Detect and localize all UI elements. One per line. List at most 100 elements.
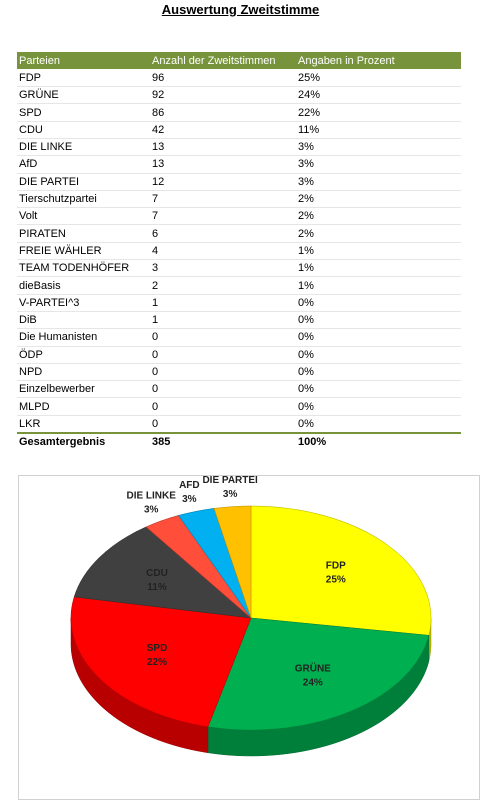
table-row: MLPD 0 0% [17, 397, 461, 416]
table-cell: 0% [296, 415, 461, 434]
table-cell: 3% [296, 138, 461, 157]
table-cell: 2% [296, 207, 461, 226]
table-cell: FDP [17, 69, 150, 88]
title: Auswertung Zweitstimme [161, 2, 320, 17]
pie-slice [207, 617, 430, 731]
table-cell: 2% [296, 190, 461, 209]
slice-value-label: 25% [326, 574, 346, 585]
table-cell: 0% [296, 294, 461, 312]
table-cell: 0 [150, 397, 296, 416]
table-cell: Einzelbewerber [17, 380, 150, 399]
table-cell: Tierschutzpartei [17, 190, 150, 209]
table-row: DiB 1 0% [17, 311, 461, 330]
table-row: Einzelbewerber 0 0% [17, 380, 461, 399]
table-cell: DIE LINKE [17, 138, 150, 157]
table-cell: ÖDP [17, 346, 150, 364]
table-cell: 7 [150, 207, 296, 226]
slice-value-label: 3% [182, 494, 197, 505]
table-cell: 1 [150, 294, 296, 312]
table-row: V-PARTEI^3 1 0% [17, 294, 461, 312]
table-cell: 13 [150, 155, 296, 174]
table-cell: 1 [150, 311, 296, 330]
table-cell: 0% [296, 328, 461, 347]
table-cell: 0 [150, 346, 296, 364]
table-cell: V-PARTEI^3 [17, 294, 150, 312]
table-cell: 0 [150, 328, 296, 347]
table-cell: 0% [296, 380, 461, 399]
table-cell: DiB [17, 311, 150, 330]
table-cell: 3% [296, 173, 461, 191]
table-row: PIRATEN 6 2% [17, 224, 461, 243]
table-cell: 42 [150, 121, 296, 139]
slice-label: CDU [146, 568, 168, 579]
slice-label: FDP [326, 560, 346, 571]
total-row: Gesamtergebnis 385 100% [17, 431, 461, 450]
table-cell: 0% [296, 363, 461, 382]
chart-frame: FDP 25% GRÜNE 24% SPD 22% CDU 11% DIE LINKE 3% AFD… [18, 475, 480, 800]
table-cell: 7 [150, 190, 296, 209]
slice-label: SPD [147, 643, 168, 654]
table-cell: 3% [296, 155, 461, 174]
table-row: ÖDP 0 0% [17, 346, 461, 364]
table-cell: 2 [150, 276, 296, 295]
table-cell: 86 [150, 103, 296, 122]
slice-label: AFD [179, 480, 200, 491]
table-cell: 24% [296, 86, 461, 105]
table-row: SPD 86 22% [17, 103, 461, 122]
table-cell: 25% [296, 69, 461, 88]
slice-label: DIE LINKE [126, 491, 176, 502]
table-cell: DIE PARTEI [17, 173, 150, 191]
table-cell: Volt [17, 207, 150, 226]
table-cell: 385 [150, 431, 296, 450]
table-cell: 0 [150, 415, 296, 434]
table-cell: Gesamtergebnis [17, 431, 150, 450]
slice-value-label: 22% [147, 657, 167, 668]
table-cell: 0% [296, 346, 461, 364]
table-cell: TEAM TODENHÖFER [17, 259, 150, 278]
pie-slice [250, 505, 432, 636]
table-cell: PIRATEN [17, 224, 150, 243]
pie-slice [213, 505, 252, 619]
table-row: TEAM TODENHÖFER 3 1% [17, 259, 461, 278]
table-cell: AfD [17, 155, 150, 174]
table-cell: SPD [17, 103, 150, 122]
table-row: dieBasis 2 1% [17, 276, 461, 295]
table-row: Tierschutzpartei 7 2% [17, 190, 461, 209]
table-cell: Die Humanisten [17, 328, 150, 347]
table-cell: 6 [150, 224, 296, 243]
table-row: DIE LINKE 13 3% [17, 138, 461, 157]
table-row: AfD 13 3% [17, 155, 461, 174]
pie-slice [73, 526, 252, 619]
table-row: Die Humanisten 0 0% [17, 328, 461, 347]
table-cell: 12 [150, 173, 296, 191]
table-cell: Parteien [17, 52, 150, 70]
pie-chart: FDP 25% GRÜNE 24% SPD 22% CDU 11% DIE LINKE 3% AFD… [70, 476, 432, 757]
table-cell: Anzahl der Zweitstimmen [150, 52, 296, 70]
table-cell: GRÜNE [17, 86, 150, 105]
table-cell: 13 [150, 138, 296, 157]
table-cell: 0 [150, 363, 296, 382]
table-cell: 2% [296, 224, 461, 243]
table-row: DIE PARTEI 12 3% [17, 173, 461, 191]
table-row: FDP 96 25% [17, 69, 461, 88]
table-cell: 1% [296, 242, 461, 261]
table-row: CDU 42 11% [17, 121, 461, 139]
table-cell: 100% [296, 431, 461, 450]
header-row: Parteien Anzahl der Zweitstimmen Angaben i… [17, 52, 461, 70]
table-cell: 22% [296, 103, 461, 122]
table-cell: NPD [17, 363, 150, 382]
table-row: Volt 7 2% [17, 207, 461, 226]
table-cell: 92 [150, 86, 296, 105]
slice-label: DIE PARTEI [202, 476, 258, 486]
table-row: FREIE WÄHLER 4 1% [17, 242, 461, 261]
table-cell: 0% [296, 311, 461, 330]
table-cell: 4 [150, 242, 296, 261]
table-cell: 1% [296, 259, 461, 278]
table-cell: CDU [17, 121, 150, 139]
table-cell: 0% [296, 397, 461, 416]
table-cell: LKR [17, 415, 150, 434]
slice-value-label: 3% [223, 489, 238, 500]
table-cell: Angaben in Prozent [296, 52, 461, 70]
table-cell: FREIE WÄHLER [17, 242, 150, 261]
